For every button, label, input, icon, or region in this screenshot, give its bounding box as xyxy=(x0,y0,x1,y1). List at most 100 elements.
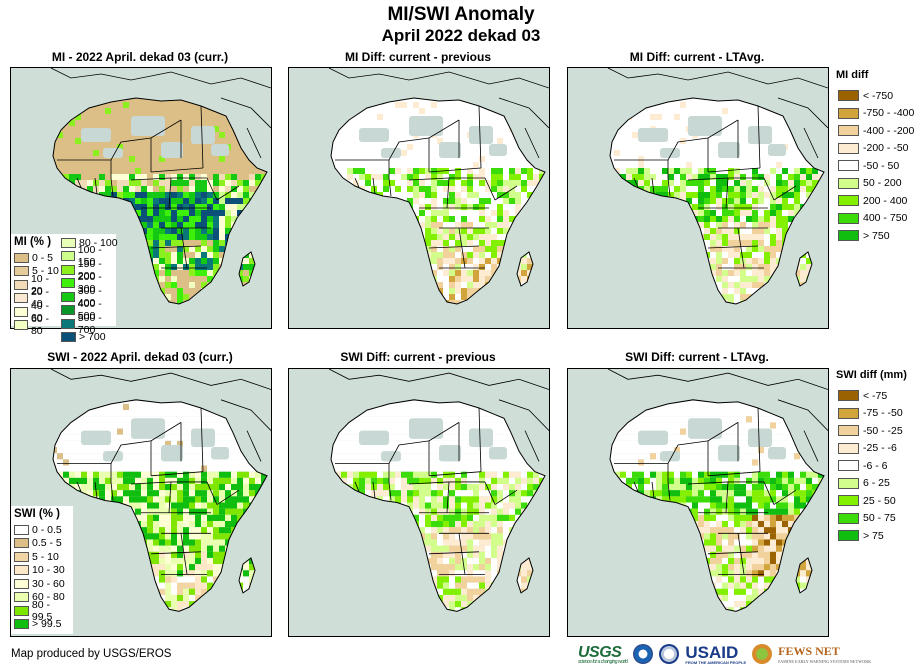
europe-coastline xyxy=(607,369,828,462)
legend-label: 5 - 10 xyxy=(32,550,59,563)
country-border xyxy=(458,533,466,575)
country-border xyxy=(478,408,482,472)
data-raster xyxy=(610,399,824,612)
country-border xyxy=(388,177,392,197)
legend-title: MI diff xyxy=(836,69,869,81)
legend-label: 50 - 200 xyxy=(863,177,902,190)
legend-item: 0 - 0.5 xyxy=(11,523,73,537)
country-border xyxy=(484,481,496,505)
country-border xyxy=(57,137,152,161)
legend-item: 25 - 50 xyxy=(836,492,907,510)
country-border xyxy=(216,489,240,505)
legend-item: 400 - 750 xyxy=(836,210,914,228)
legend-item: > 700 xyxy=(58,331,118,345)
country-border xyxy=(725,177,729,209)
legend-swatch xyxy=(61,237,76,248)
country-border xyxy=(94,481,98,499)
legend-title: SWI diff (mm) xyxy=(836,369,907,381)
legend-swatch xyxy=(838,107,859,119)
usaid-seal-icon xyxy=(659,644,680,664)
legend-swatch xyxy=(14,293,28,304)
country-border xyxy=(150,167,204,173)
legend-label: 60 - 80 xyxy=(30,313,50,338)
panel-title-swi-current: SWI - 2022 April. dekad 03 (curr.) xyxy=(47,350,233,364)
legend-label: 0.5 - 5 xyxy=(32,537,62,550)
legend-swatch xyxy=(838,142,859,154)
legend-swatch xyxy=(838,425,859,437)
legend-item: 10 - 30 xyxy=(11,564,73,578)
coastline xyxy=(238,557,256,594)
legend-swatch xyxy=(61,278,75,289)
legend-label: 30 - 60 xyxy=(32,577,65,590)
legend-item: 80 - 100 xyxy=(58,236,118,250)
legend-item: 30 - 60 xyxy=(11,577,73,591)
legend-item: < -750 xyxy=(836,87,914,105)
country-border xyxy=(757,105,761,169)
legend-label: > 700 xyxy=(79,331,106,344)
country-border xyxy=(110,177,114,197)
legend-title: SWI (% ) xyxy=(14,508,60,520)
legend-item: 200 - 300 xyxy=(58,271,118,295)
legend-swatch xyxy=(838,177,859,189)
legend-swatch xyxy=(61,318,75,329)
africa-map xyxy=(328,369,549,612)
country-border xyxy=(94,177,98,195)
country-border xyxy=(206,177,218,201)
europe-coastline xyxy=(328,68,549,159)
legend-item: 0.5 - 5 xyxy=(11,537,73,551)
legend-swatch xyxy=(838,495,859,507)
legend-swatch xyxy=(838,160,859,172)
legend-item: 400 - 500 xyxy=(58,298,118,322)
legend-item: -400 - -200 xyxy=(836,122,914,140)
legend-label: > 99.5 xyxy=(32,618,62,631)
legend-label: 100 - 150 xyxy=(77,244,102,269)
legend-swatch xyxy=(838,530,859,542)
legend-label: 0 - 0.5 xyxy=(32,523,62,536)
country-border xyxy=(651,177,655,195)
legend-swatch xyxy=(14,605,29,616)
legend-label: -50 - -25 xyxy=(863,424,903,437)
country-border xyxy=(200,105,204,169)
country-border xyxy=(667,481,671,501)
fews-net-logo: FEWS NET FAMINE EARLY WARNING SYSTEMS NE… xyxy=(778,644,871,664)
country-border xyxy=(757,408,761,472)
coastline xyxy=(330,97,546,305)
africa-map xyxy=(50,369,271,612)
country-border xyxy=(180,227,188,269)
legend-label: 300 - 400 xyxy=(77,284,102,309)
legend-label: 5 - 10 xyxy=(32,265,59,278)
legend-label: > 75 xyxy=(863,529,884,542)
legend-label: -750 - -400 xyxy=(863,107,915,120)
country-border xyxy=(707,422,739,442)
legend-label: -50 - 50 xyxy=(863,159,900,172)
map-panel-swi-diff-previous xyxy=(288,368,550,637)
legend-swatch xyxy=(61,291,75,302)
legend-swatch xyxy=(14,538,29,549)
map-panel-mi-current xyxy=(10,67,272,329)
legend-label: 40 - 60 xyxy=(30,299,50,324)
country-border xyxy=(110,481,114,501)
country-border xyxy=(446,177,450,209)
country-border xyxy=(372,177,376,195)
legend-title: MI (% ) xyxy=(14,236,52,248)
legend-swatch xyxy=(14,279,28,290)
legend-swatch xyxy=(838,442,859,454)
coastline xyxy=(238,251,256,287)
country-border xyxy=(773,185,797,201)
fews-tagline: FAMINE EARLY WARNING SYSTEMS NETWORK xyxy=(778,659,872,664)
legend-item: 10 - 20 xyxy=(11,273,61,297)
legend-label: > 750 xyxy=(863,229,890,242)
country-border xyxy=(168,481,172,513)
legend-swatch xyxy=(838,212,859,224)
legend-item: 500 - 700 xyxy=(58,312,118,336)
legend-label: 80 - 100 xyxy=(79,236,118,249)
data-raster xyxy=(331,399,545,612)
legend-mi-diff: MI diff < -750 -750 - -400 -400 - -200 -200… xyxy=(836,69,914,245)
legend-swatch xyxy=(14,592,29,603)
legend-item: 5 - 10 xyxy=(11,265,61,279)
legend-item: 200 - 400 xyxy=(836,192,914,210)
legend-item: 20 - 40 xyxy=(11,286,61,310)
coastline xyxy=(609,97,825,305)
legend-label: 0 - 5 xyxy=(32,251,54,264)
legend-label: 400 - 750 xyxy=(863,212,908,225)
